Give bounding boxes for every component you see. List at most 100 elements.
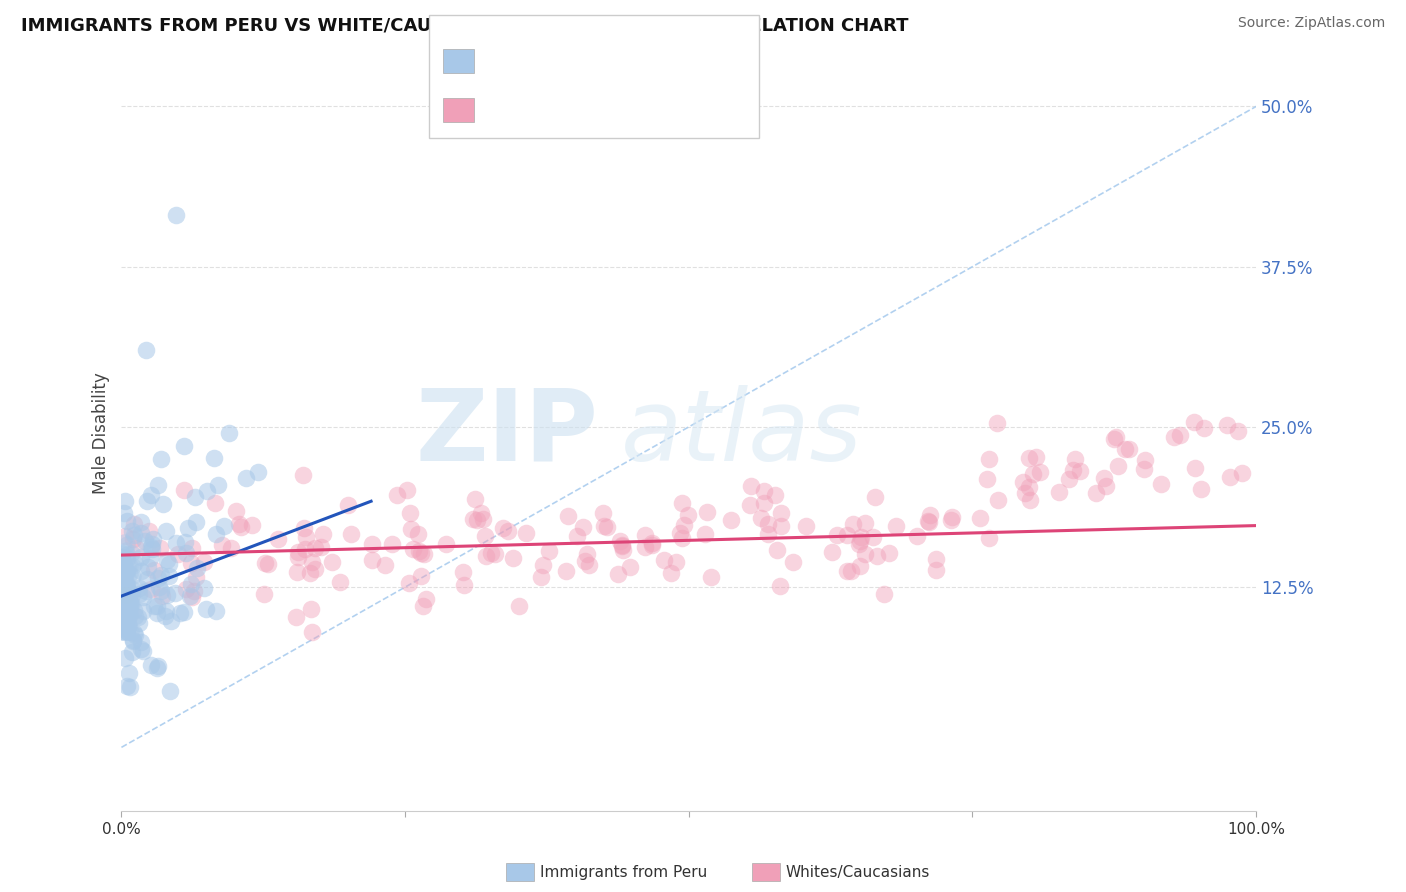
Point [112, 578, 135, 592]
Point [1163, 429, 1185, 443]
Point [1114, 442, 1136, 456]
Point [848, 537, 870, 551]
Point [412, 599, 434, 613]
Point [146, 660, 169, 674]
Point [111, 590, 134, 604]
Point [740, 479, 762, 493]
Point [114, 535, 136, 549]
Point [120, 603, 142, 617]
Point [114, 574, 136, 588]
Point [474, 549, 496, 563]
Point [114, 582, 136, 597]
Point [1062, 462, 1084, 476]
Point [1019, 493, 1042, 508]
Point [121, 633, 143, 648]
Point [117, 623, 139, 637]
Point [111, 618, 134, 632]
Point [578, 558, 600, 572]
Point [122, 558, 145, 573]
Point [118, 595, 141, 609]
Point [853, 547, 876, 561]
Point [299, 601, 322, 615]
Point [117, 587, 139, 601]
Point [111, 599, 134, 613]
Point [111, 594, 134, 608]
Point [111, 596, 134, 610]
Point [112, 619, 135, 633]
Point [794, 518, 817, 533]
Point [595, 520, 617, 534]
Point [138, 524, 160, 539]
Point [115, 607, 138, 622]
Point [180, 577, 202, 591]
Point [1047, 484, 1070, 499]
Point [555, 564, 578, 578]
Point [112, 604, 135, 618]
Point [925, 551, 948, 566]
Point [124, 609, 146, 624]
Point [115, 624, 138, 639]
Point [111, 576, 134, 591]
Point [125, 541, 148, 555]
Point [1064, 452, 1087, 467]
Point [112, 573, 135, 587]
Point [117, 560, 139, 574]
Point [111, 619, 134, 633]
Point [111, 549, 134, 564]
Point [124, 556, 146, 570]
Point [917, 515, 939, 529]
Point [120, 599, 142, 613]
Point [484, 547, 506, 561]
Point [479, 546, 502, 560]
Point [530, 569, 553, 583]
Point [114, 494, 136, 508]
Point [115, 564, 138, 578]
Point [173, 605, 195, 619]
Point [112, 592, 135, 607]
Point [114, 614, 136, 628]
Point [135, 343, 157, 357]
Point [121, 532, 143, 546]
Point [117, 603, 139, 617]
Point [1069, 464, 1091, 478]
Point [112, 588, 135, 602]
Point [112, 576, 135, 591]
Point [180, 556, 202, 570]
Point [218, 426, 240, 441]
Point [111, 588, 134, 602]
Point [301, 624, 323, 639]
Point [396, 483, 419, 498]
Point [135, 584, 157, 599]
Point [612, 543, 634, 558]
Point [115, 602, 138, 616]
Point [1168, 427, 1191, 442]
Point [111, 546, 134, 560]
Point [939, 513, 962, 527]
Text: R =  0.177: R = 0.177 [485, 85, 574, 103]
Point [131, 564, 153, 578]
Text: Source: ZipAtlas.com: Source: ZipAtlas.com [1237, 16, 1385, 30]
Point [470, 506, 492, 520]
Point [752, 496, 775, 510]
Point [515, 526, 537, 541]
Point [112, 571, 135, 585]
Point [408, 544, 430, 558]
Point [641, 538, 664, 552]
Point [111, 594, 134, 608]
Point [451, 565, 474, 579]
Point [173, 439, 195, 453]
Point [749, 511, 772, 525]
Point [195, 601, 218, 615]
Point [641, 536, 664, 550]
Text: N = 104: N = 104 [598, 36, 666, 54]
Point [304, 562, 326, 576]
Point [114, 543, 136, 558]
Text: N = 199: N = 199 [598, 85, 666, 103]
Point [115, 599, 138, 614]
Point [782, 555, 804, 569]
Point [139, 550, 162, 565]
Point [508, 599, 530, 614]
Point [114, 595, 136, 609]
Point [112, 558, 135, 572]
Point [120, 559, 142, 574]
